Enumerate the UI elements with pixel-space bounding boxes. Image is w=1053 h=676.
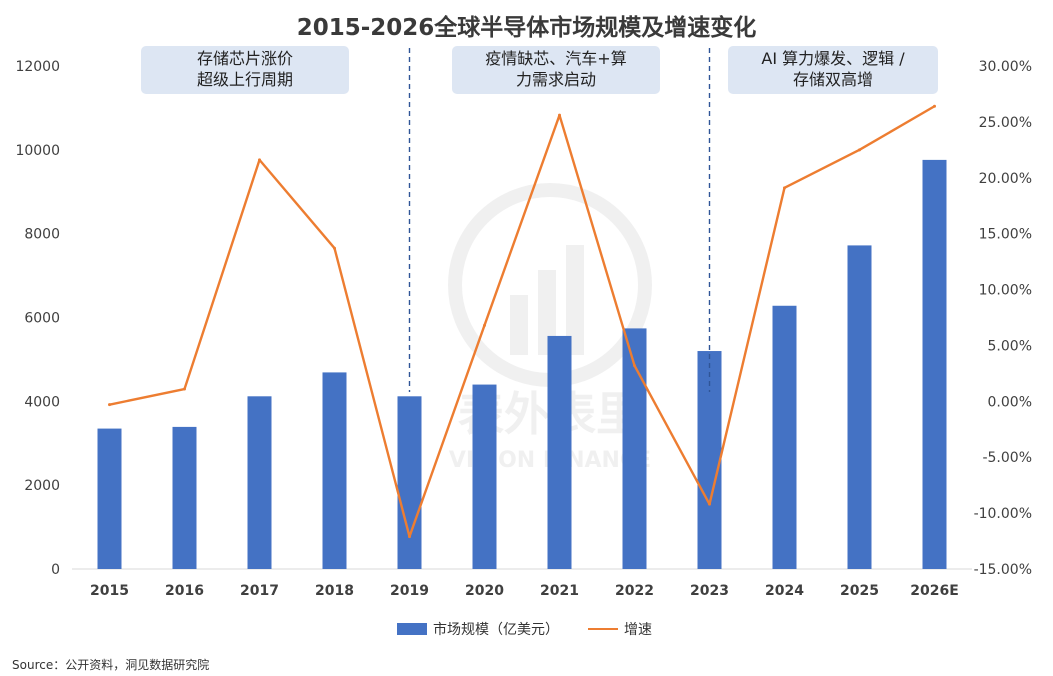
bar-2017 [247, 396, 272, 569]
growth-point-2016 [183, 387, 186, 391]
source-note: Source：公开资料，洞见数据研究院 [12, 658, 210, 672]
growth-point-2023 [708, 502, 711, 506]
growth-point-2025 [858, 148, 861, 152]
legend-line-label: 增速 [624, 622, 652, 638]
annotation-1-line-2: 超级上行周期 [196, 70, 293, 89]
bar-2024 [772, 305, 797, 569]
x-tick-label: 2025 [840, 583, 879, 599]
growth-point-2020 [483, 323, 486, 327]
bar-2018 [322, 372, 347, 569]
legend-line-swatch [588, 628, 618, 630]
annotation-1-line-1: 存储芯片涨价 [196, 49, 293, 68]
growth-point-2018 [333, 246, 336, 250]
bar-2021 [547, 335, 572, 569]
x-tick-label: 2018 [315, 583, 354, 599]
x-tick-label: 2019 [390, 583, 429, 599]
y-right-tick-label: 15.00% [979, 227, 1032, 243]
annotation-box-3: AI 算力爆发、逻辑 / 存储双高增 [728, 46, 938, 94]
legend-bar-label: 市场规模（亿美元） [433, 622, 559, 638]
x-tick-label: 2021 [540, 583, 579, 599]
bar-2019 [397, 396, 422, 569]
y-left-tick-label: 2000 [24, 478, 60, 494]
y-right-tick-label: 0.00% [988, 394, 1032, 410]
x-tick-label: 2022 [615, 583, 654, 599]
y-right-tick-label: 30.00% [979, 59, 1032, 75]
x-tick-label: 2016 [165, 583, 204, 599]
legend-item-line: 增速 [588, 619, 652, 639]
bar-2020 [472, 384, 497, 569]
bar-2015 [97, 428, 122, 569]
growth-point-2015 [108, 403, 111, 407]
bar-2025 [847, 245, 872, 570]
x-tick-label: 2020 [465, 583, 504, 599]
bar-2016 [172, 426, 197, 569]
y-right-tick-label: 10.00% [979, 283, 1032, 299]
annotation-3-line-1: AI 算力爆发、逻辑 / [761, 49, 905, 68]
y-right-tick-label: -15.00% [974, 562, 1032, 578]
y-right-tick-label: 5.00% [988, 338, 1032, 354]
legend-bar-swatch [397, 623, 427, 635]
x-tick-label: 2017 [240, 583, 279, 599]
x-tick-label: 2015 [90, 583, 129, 599]
annotation-3-line-2: 存储双高增 [792, 70, 873, 89]
x-tick-label: 2024 [765, 583, 804, 599]
y-right-tick-label: 25.00% [979, 115, 1032, 131]
x-tick-label: 2023 [690, 583, 729, 599]
y-left-tick-label: 12000 [15, 59, 60, 75]
y-left-tick-label: 4000 [24, 394, 60, 410]
legend-item-bar: 市场规模（亿美元） [397, 619, 559, 639]
growth-point-2022 [633, 364, 636, 368]
growth-point-2024 [783, 186, 786, 190]
growth-point-2019 [408, 535, 411, 539]
y-left-tick-label: 8000 [24, 227, 60, 243]
y-left-tick-label: 0 [51, 562, 60, 578]
y-right-tick-label: -5.00% [982, 450, 1032, 466]
growth-line [109, 105, 936, 538]
annotation-2-line-2: 力需求启动 [515, 70, 596, 89]
y-right-tick-label: -10.00% [974, 506, 1032, 522]
growth-point-2021 [558, 113, 561, 117]
x-tick-label: 2026E [910, 583, 959, 599]
chart-title: 2015-2026全球半导体市场规模及增速变化 [296, 15, 757, 41]
annotation-2-line-1: 疫情缺芯、汽车+算 [485, 49, 627, 68]
bar-2026E [922, 159, 947, 570]
growth-point-2017 [258, 158, 261, 162]
annotation-box-2: 疫情缺芯、汽车+算 力需求启动 [452, 46, 660, 94]
y-right-tick-label: 20.00% [979, 171, 1032, 187]
bar-2022 [622, 328, 647, 569]
growth-point-2026E [933, 104, 936, 108]
bar-2023 [697, 351, 722, 569]
y-left-tick-label: 10000 [15, 143, 60, 159]
annotation-box-1: 存储芯片涨价 超级上行周期 [141, 46, 349, 94]
y-left-tick-label: 6000 [24, 311, 60, 327]
